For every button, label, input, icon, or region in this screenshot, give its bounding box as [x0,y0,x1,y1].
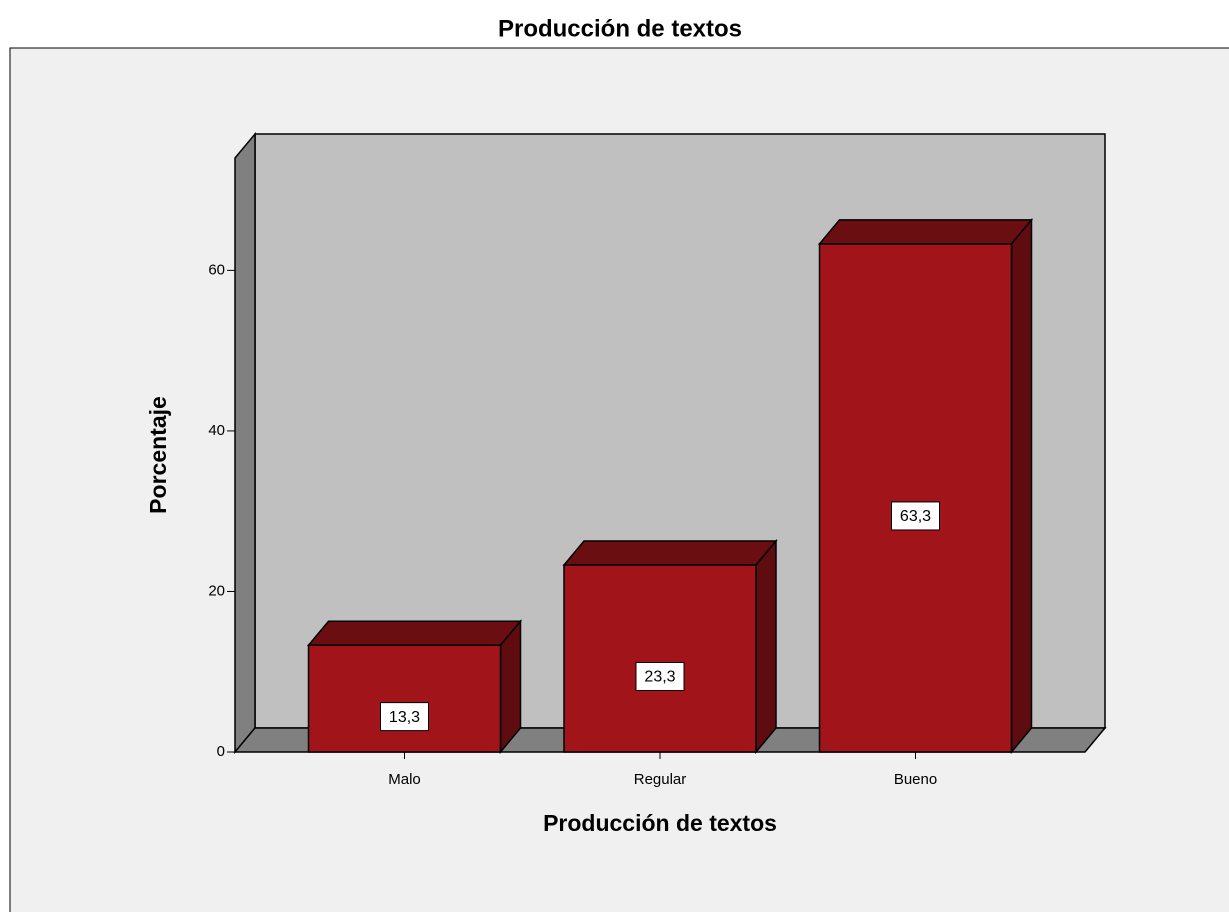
bar-top [562,540,778,566]
y-tick-label: 20 [208,582,225,599]
value-label-box [380,702,429,732]
value-label: 13,3 [389,709,420,726]
bar [563,564,757,753]
value-label: 63,3 [900,508,931,525]
x-tick-label: Malo [388,771,421,788]
value-label-box [635,661,685,691]
x-tick-label: Bueno [894,771,937,788]
value-label: 23,3 [644,669,675,686]
bar-top [817,219,1034,245]
bar-side [755,538,777,755]
bar [818,243,1013,753]
y-tick-label: 40 [208,422,225,439]
y-axis-title: Porcentaje [145,396,171,514]
chart-title: Producción de textos [498,15,742,42]
y-tick-label: 60 [208,261,225,278]
x-axis-title: Producción de textos [543,810,777,836]
y-tick-label: 0 [217,743,225,760]
bar-side [1010,217,1033,755]
side-wall [234,131,256,755]
value-label-box [891,501,940,531]
bar-side [499,619,522,755]
x-tick-label: Regular [634,771,687,788]
bar-top [306,620,523,646]
bar [307,644,502,753]
